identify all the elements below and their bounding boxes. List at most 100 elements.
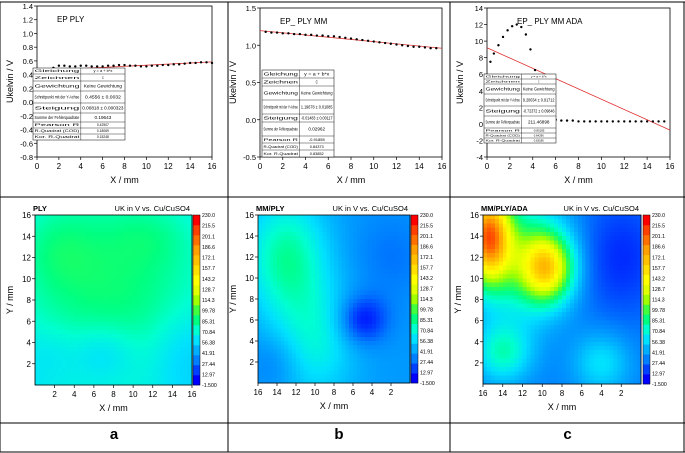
heatmap-cell (180, 308, 185, 314)
heatmap-cell (277, 366, 282, 371)
heatmap-cell (58, 355, 63, 360)
heatmap-cell (502, 236, 508, 241)
heatmap-cell (349, 362, 354, 367)
heatmap-cell (160, 219, 165, 224)
heatmap-cell (402, 257, 407, 262)
heatmap-cell (109, 363, 114, 369)
heatmap-cell (152, 274, 158, 280)
heatmap-cell (311, 261, 316, 266)
heatmap-cell (542, 244, 547, 250)
heatmap-cell (554, 265, 559, 271)
heatmap-cell (62, 317, 67, 322)
heatmap-cell (534, 282, 539, 288)
heatmap-cell (573, 257, 579, 262)
heatmap-cell (360, 303, 365, 308)
heatmap-cell (42, 368, 48, 373)
heatmap-cell (573, 354, 579, 360)
heatmap-cell (546, 337, 551, 343)
heatmap-cell (265, 336, 270, 342)
heatmap-cell (601, 371, 606, 376)
heatmap-cell (522, 375, 527, 381)
heatmap-cell (483, 299, 488, 305)
heatmap-cell (277, 265, 282, 270)
heatmap-cell (265, 227, 270, 233)
heatmap-cell (50, 329, 56, 335)
heatmap-cell (82, 312, 87, 318)
heatmap-cell (514, 253, 519, 258)
heatmap-cell (593, 291, 598, 296)
heatmap-cell (261, 227, 266, 233)
colorbar-swatch (193, 295, 200, 306)
heatmap-cell (577, 219, 583, 224)
heatmap-cell (573, 286, 579, 292)
heatmap-cell (562, 286, 567, 292)
heatmap-cell (337, 269, 342, 275)
heatmap-cell (86, 219, 91, 224)
heatmap-cell (148, 329, 154, 335)
heatmap-cell (514, 312, 519, 317)
heatmap-cell (292, 248, 297, 254)
heatmap-cell (573, 320, 579, 326)
heatmap-cell (315, 223, 320, 228)
heatmap-cell (133, 363, 138, 369)
heatmap-cell (168, 291, 173, 297)
heatmap-cell (117, 380, 122, 386)
heatmap-cell (280, 311, 285, 317)
heatmap-cell (402, 320, 407, 325)
heatmap-cell (172, 227, 177, 233)
heatmap-cell (368, 353, 373, 359)
heatmap-cell (605, 329, 610, 334)
heatmap-cell (148, 283, 154, 288)
heatmap-cell (494, 362, 500, 368)
heatmap-cell (379, 324, 384, 329)
heatmap-cell (168, 334, 173, 339)
heatmap-cell (391, 303, 396, 308)
heatmap-cell (353, 236, 358, 241)
heatmap-cell (265, 219, 270, 224)
heatmap-cell (307, 307, 312, 312)
heatmap-cell (292, 362, 297, 367)
heatmap-cell (261, 311, 266, 317)
heatmap-cell (101, 372, 107, 377)
heatmap-cell (58, 219, 63, 224)
heatmap-cell (86, 270, 91, 275)
heatmap-cell (550, 362, 555, 368)
heatmap-cell (105, 236, 110, 241)
heatmap-cell (562, 358, 567, 364)
heatmap-cell (184, 380, 189, 386)
heatmap-cell (129, 291, 134, 297)
heatmap-cell (581, 312, 587, 317)
heatmap-cell (368, 227, 373, 233)
heatmap-cell (35, 266, 40, 271)
heatmap-cell (284, 223, 289, 228)
heatmap-cell (593, 215, 598, 220)
heatmap-cell (315, 269, 320, 275)
heatmap-cell (125, 334, 130, 339)
heatmap-cell (176, 317, 181, 322)
heatmap-cell (58, 376, 63, 382)
heatmap-cell (502, 248, 508, 254)
heatmap-cell (258, 265, 263, 270)
heatmap-cell (498, 303, 504, 309)
heatmap-cell (62, 351, 67, 356)
heatmap-cell (494, 253, 500, 258)
heatmap-cell (54, 376, 59, 382)
heatmap-cell (498, 354, 504, 360)
heatmap-cell (288, 286, 293, 291)
heatmap-cell (406, 286, 411, 291)
heatmap-cell (140, 261, 146, 267)
heatmap-cell (353, 299, 358, 304)
heatmap-cell (265, 269, 270, 275)
heatmap-cell (402, 278, 407, 283)
heatmap-cell (585, 345, 591, 351)
heatmap-cell (330, 374, 335, 380)
heatmap-cell (360, 248, 365, 254)
heatmap-cell (334, 286, 339, 291)
heatmap-cell (133, 325, 138, 331)
heatmap-cell (518, 215, 523, 220)
heatmap-cell (562, 333, 567, 338)
heatmap-cell (292, 366, 297, 371)
heatmap-cell (383, 357, 388, 363)
heatmap-cell (74, 359, 79, 365)
heatmap-cell (160, 346, 165, 352)
